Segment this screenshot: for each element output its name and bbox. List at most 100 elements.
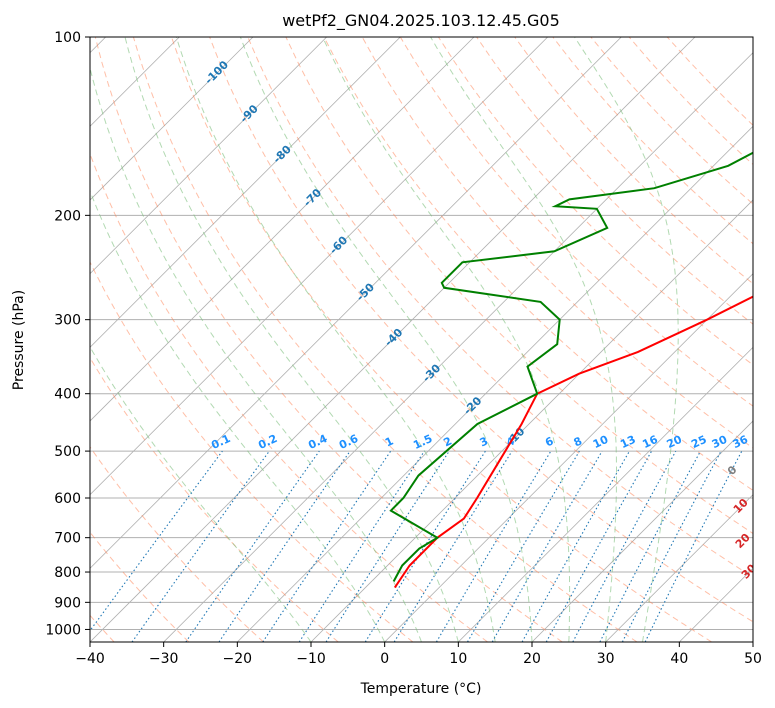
- mixing-ratio-line: [298, 450, 425, 642]
- mixing-ratio-label: 25: [689, 433, 708, 451]
- mixing-ratio-label: 1.5: [411, 432, 434, 452]
- moist-adiabat: [90, 345, 312, 642]
- isotherm-line: [90, 37, 327, 275]
- y-tick-label: 600: [54, 491, 81, 507]
- isotherm-line: [531, 420, 753, 642]
- mixing-ratio-label: 13: [618, 433, 637, 451]
- isotherm-line: [90, 37, 696, 642]
- y-tick-label: 1000: [45, 622, 81, 638]
- adiabat-label: 30: [739, 561, 759, 581]
- mixing-ratio-line: [262, 450, 392, 642]
- mixing-ratio-line: [325, 450, 450, 642]
- moist-adiabat: [574, 37, 679, 642]
- isotherm-line: [679, 567, 753, 642]
- x-tick-label: 40: [670, 651, 688, 667]
- x-tick-label: −20: [223, 651, 253, 667]
- mixing-ratio-line: [467, 450, 580, 642]
- mixing-ratio-line: [521, 450, 630, 642]
- isotherm-label: -70: [301, 186, 324, 209]
- mixing-ratio-label: 10: [591, 433, 611, 451]
- dry-adiabat: [90, 446, 264, 642]
- dry-adiabat: [94, 37, 563, 642]
- mixing-ratio-label: 0.1: [209, 432, 232, 452]
- dry-adiabat: [514, 37, 753, 285]
- y-tick-label: 800: [54, 565, 81, 581]
- isotherm-label: -40: [382, 326, 405, 349]
- isotherm-label: -90: [238, 102, 261, 125]
- dry-adiabat: [132, 37, 638, 642]
- y-axis: 100 200 300 400 500 600 700 800 900 1000: [45, 30, 90, 638]
- dry-adiabat: [476, 37, 753, 325]
- y-tick-label: 200: [54, 208, 81, 224]
- mixing-ratio-label: 0.2: [256, 432, 279, 452]
- moist-adiabat: [90, 65, 422, 642]
- isotherm-line: [384, 273, 753, 642]
- x-tick-label: 30: [597, 651, 615, 667]
- mixing-ratio-label: 0.4: [306, 432, 329, 452]
- moist-adiabat: [430, 37, 617, 642]
- dry-adiabat: [209, 37, 753, 623]
- mixing-ratio-label: 3: [478, 434, 490, 449]
- adiabat-label: 40: [759, 586, 775, 606]
- x-tick-label: 10: [449, 651, 467, 667]
- isotherm-label: -100: [202, 58, 231, 87]
- x-axis: −40 −30 −20 −10 0 10 20 30 40 50: [75, 642, 762, 667]
- mixing-ratio-line: [644, 450, 743, 642]
- mixing-ratio-line: [435, 450, 552, 642]
- dry-adiabat: [247, 37, 753, 578]
- x-tick-label: −40: [75, 651, 105, 667]
- y-tick-label: 100: [54, 30, 81, 46]
- adiabat-label: 20: [733, 531, 753, 551]
- dry-adiabat: [90, 260, 414, 642]
- x-tick-label: −10: [296, 651, 326, 667]
- mixing-ratio-line: [364, 450, 486, 642]
- moist-adiabat: [322, 37, 571, 642]
- mixing-ratio-label: 36: [731, 433, 751, 451]
- moist-adiabat: [90, 189, 386, 642]
- isotherm-label: -60: [327, 233, 350, 256]
- isotherm-line: [458, 346, 753, 642]
- plot-frame: [89, 36, 754, 643]
- adiabat-label: 10: [731, 496, 751, 516]
- y-axis-label: Pressure (hPa): [11, 290, 27, 390]
- mixing-ratio-label: 30: [710, 433, 730, 451]
- chart-title: wetPf2_GN04.2025.103.12.45.G05: [282, 11, 560, 31]
- dry-adiabat: [171, 37, 712, 642]
- mixing-ratio-line: [599, 450, 701, 642]
- dry-adiabat: [90, 356, 339, 642]
- x-tick-label: 50: [744, 651, 762, 667]
- isotherm-label: -20: [461, 394, 484, 417]
- dry-adiabat: [666, 37, 753, 126]
- moist-adiabat: [175, 37, 496, 642]
- x-tick-label: 0: [380, 651, 389, 667]
- mixing-ratio-line: [572, 450, 677, 642]
- x-tick-label: 20: [523, 651, 541, 667]
- isotherm-line: [90, 37, 254, 201]
- mixing-ratio-line: [545, 450, 653, 642]
- x-axis-label: Temperature (°C): [360, 681, 482, 697]
- mixing-ratio-line: [218, 450, 351, 642]
- y-tick-label: 900: [54, 595, 81, 611]
- isotherm-label: -50: [354, 280, 377, 303]
- moist-adiabat: [239, 37, 533, 642]
- isotherm-line: [90, 37, 622, 569]
- y-tick-label: 400: [54, 387, 81, 403]
- mixing-ratio-line: [90, 450, 223, 632]
- mixing-ratio-line: [393, 450, 513, 642]
- dry-adiabat: [590, 37, 753, 205]
- mixing-ratio-line: [131, 450, 270, 642]
- mixing-ratio-label: 8: [572, 434, 584, 449]
- temperature-profile: [393, 295, 753, 589]
- isotherm-line: [237, 125, 753, 642]
- mixing-ratio-line: [185, 450, 320, 642]
- y-tick-label: 500: [54, 444, 81, 460]
- plot-area: 0.1 0.2 0.4 0.6 1 1.5 2 3 4 6 8 10 13 16 20 25 30 36-100-…: [90, 37, 775, 642]
- adiabat-label: 0: [725, 463, 740, 478]
- isotherm-line: [752, 641, 753, 642]
- y-tick-label: 300: [54, 313, 81, 329]
- isotherm-line: [90, 37, 548, 496]
- dewpoint-profile: [389, 151, 753, 582]
- isotherm-line: [310, 199, 753, 642]
- isotherm-line: [90, 37, 401, 348]
